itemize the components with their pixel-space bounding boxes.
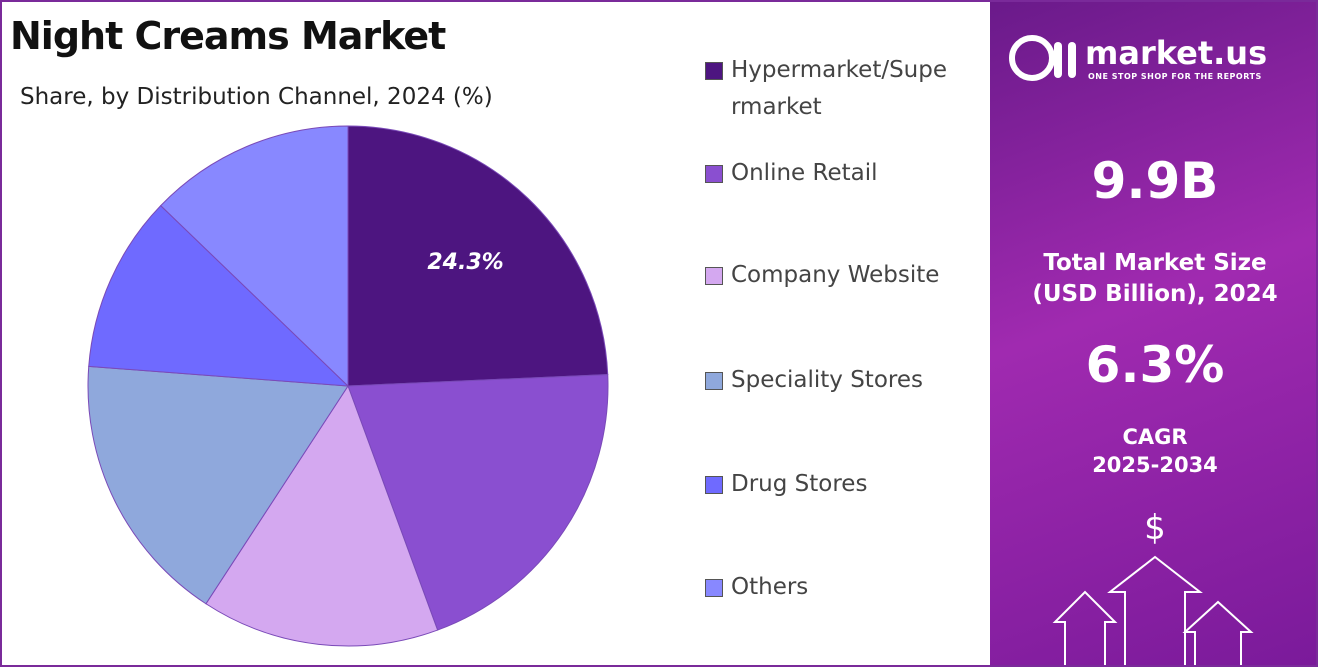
legend-swatch [705,372,723,390]
legend-item: Others [705,569,955,606]
pie-slice [205,384,439,647]
tagline: ONE STOP SHOP FOR THE REPORTS [1088,72,1262,81]
svg-text:$: $ [1144,508,1166,548]
legend-item: Drug Stores [705,466,955,503]
legend-label: Company Website [731,262,940,288]
legend-swatch [705,476,723,494]
decor: $ [1009,35,1254,665]
legend-label: Speciality Stores [731,367,923,393]
legend-label: Drug Stores [731,471,868,497]
chart-title: Night Creams Market [10,14,446,58]
cagr-label: CAGR [1122,425,1188,449]
cagr-period: 2025-2034 [1092,453,1218,477]
market-size-label: Total Market Size (USD Billion), 2024 [1032,250,1278,307]
legend-item: Company Website [705,257,955,294]
pie-slice [347,374,609,631]
legend-swatch [705,579,723,597]
legend-item: Speciality Stores [705,362,955,399]
chart-subtitle: Share, by Distribution Channel, 2024 (%) [20,84,493,110]
legend-item: Online Retail [705,155,955,192]
legend-label: Hypermarket/Supermarket [731,57,948,120]
pie-slice [160,125,349,388]
legend-label: Others [731,574,809,600]
data-label: 24.3% [427,250,503,275]
legend-swatch [705,267,723,285]
legend-label: Online Retail [731,160,878,186]
pie-slice [88,204,350,387]
brand: market.us [1085,34,1268,72]
legend-item: Hypermarket/Supermarket [705,52,955,126]
cagr: 6.3% [1085,336,1225,394]
legend-swatch [705,165,723,183]
info-panel: $ market.us ONE STOP SHOP FOR THE REPORT… [990,2,1316,665]
pie-chart: 24.3% [87,125,609,647]
market-size: 9.9B [1091,152,1219,210]
pie-slice [347,125,609,387]
legend-swatch [705,62,723,80]
pie-slice [87,365,349,605]
